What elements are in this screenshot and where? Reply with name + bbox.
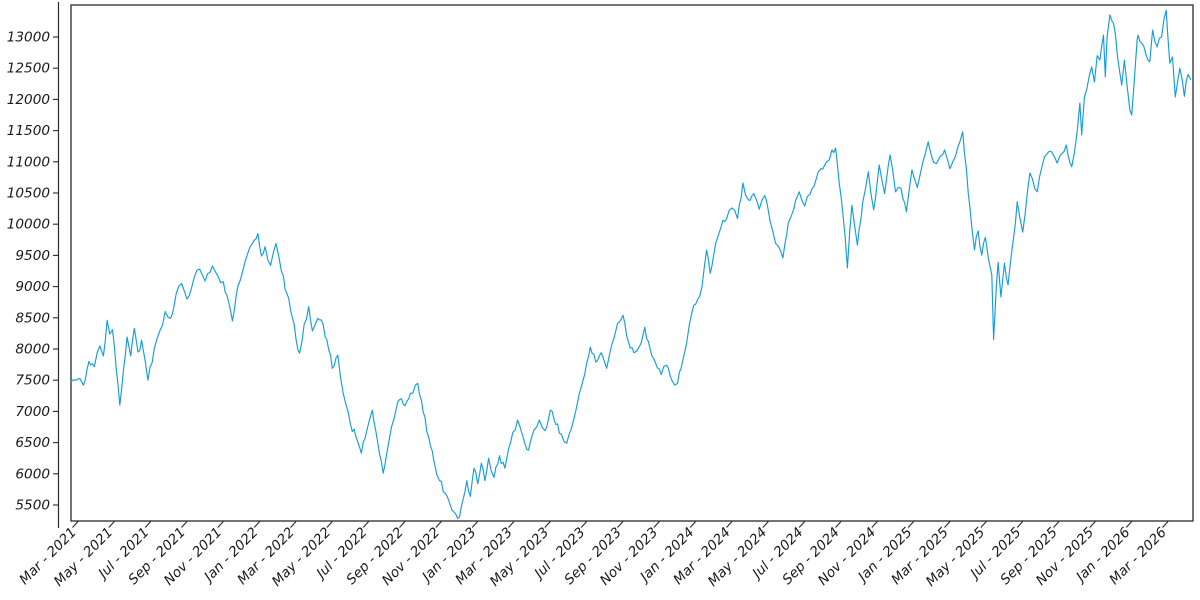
- x-tick-mark: [762, 521, 769, 528]
- y-tick-label: 12000: [7, 92, 50, 108]
- x-tick-mark: [1162, 521, 1169, 528]
- y-tick-label: 8500: [15, 310, 50, 326]
- x-tick-mark: [471, 521, 479, 528]
- x-tick-mark: [689, 521, 697, 528]
- y-tick-label: 13000: [7, 30, 50, 46]
- x-tick-mark: [72, 521, 79, 528]
- x-tick-mark: [399, 521, 406, 528]
- x-tick-mark: [1125, 521, 1133, 528]
- x-tick-mark: [617, 521, 624, 528]
- x-tick-mark: [144, 521, 152, 528]
- x-tick-mark: [580, 521, 588, 528]
- x-tick-mark: [544, 521, 551, 528]
- x-tick-mark: [362, 521, 370, 528]
- x-tick-mark: [1089, 521, 1096, 528]
- x-tick-mark: [108, 521, 115, 528]
- x-tick-mark: [907, 521, 915, 528]
- x-tick-mark: [871, 521, 878, 528]
- x-tick-mark: [944, 521, 951, 528]
- y-tick-label: 11500: [7, 123, 50, 139]
- x-tick-mark: [653, 521, 660, 528]
- x-tick-mark: [326, 521, 333, 528]
- x-tick-mark: [726, 521, 733, 528]
- y-tick-label: 7500: [15, 373, 50, 389]
- price-line: [70, 9, 1192, 520]
- x-tick-mark: [1053, 521, 1060, 528]
- x-tick-mark: [1016, 521, 1024, 528]
- y-tick-label: 7000: [15, 404, 50, 420]
- x-tick-mark: [253, 521, 261, 528]
- x-tick-mark: [980, 521, 987, 528]
- x-tick-mark: [798, 521, 806, 528]
- y-tick-label: 10500: [7, 186, 50, 202]
- y-tick-label: 5500: [15, 498, 50, 514]
- y-tick-label: 12500: [7, 61, 50, 77]
- y-tick-label: 6500: [15, 435, 50, 451]
- x-tick-mark: [835, 521, 842, 528]
- y-tick-label: 9500: [15, 248, 50, 264]
- y-tick-label: 6000: [15, 466, 50, 482]
- y-tick-label: 8000: [15, 342, 50, 358]
- x-tick-mark: [217, 521, 224, 528]
- x-tick-mark: [290, 521, 297, 528]
- x-tick-mark: [508, 521, 515, 528]
- y-tick-label: 11000: [7, 154, 50, 170]
- x-tick-mark: [181, 521, 188, 528]
- plot-border: [70, 4, 1194, 522]
- x-tick-mark: [435, 521, 442, 528]
- y-tick-label: 10000: [7, 217, 50, 233]
- y-tick-label: 9000: [15, 279, 50, 295]
